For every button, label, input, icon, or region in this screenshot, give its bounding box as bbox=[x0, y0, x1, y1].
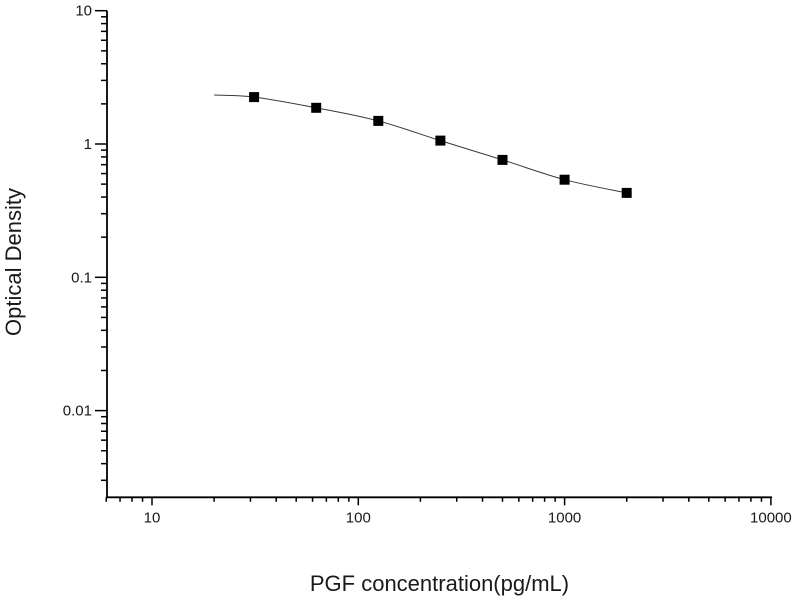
data-point-markers bbox=[249, 92, 632, 198]
data-point-marker bbox=[435, 135, 446, 146]
y-tick-label: 10 bbox=[75, 3, 92, 20]
x-tick-label: 10000 bbox=[750, 509, 792, 526]
y-tick-label: 0.01 bbox=[63, 403, 92, 420]
data-point-marker bbox=[311, 102, 322, 113]
x-tick-label: 10 bbox=[144, 509, 161, 526]
axis-spines bbox=[106, 10, 772, 499]
data-point-marker bbox=[373, 115, 384, 126]
y-axis-title: Optical Density bbox=[1, 188, 26, 336]
x-tick-label: 1000 bbox=[548, 509, 581, 526]
x-tick-label: 100 bbox=[346, 509, 371, 526]
data-point-marker bbox=[621, 187, 632, 198]
data-point-marker bbox=[497, 154, 508, 165]
x-axis-title: PGF concentration(pg/mL) bbox=[309, 571, 570, 596]
tick-labels: 10 100 1000 10000 10 1 0.1 0.01 bbox=[63, 3, 792, 527]
y-tick-label: 1 bbox=[84, 136, 92, 153]
data-point-marker bbox=[559, 174, 570, 185]
axes bbox=[106, 10, 772, 499]
axis-ticks bbox=[95, 9, 772, 506]
standard-curve-line bbox=[214, 94, 627, 194]
y-tick-label: 0.1 bbox=[71, 269, 92, 286]
data-point-marker bbox=[249, 92, 260, 103]
